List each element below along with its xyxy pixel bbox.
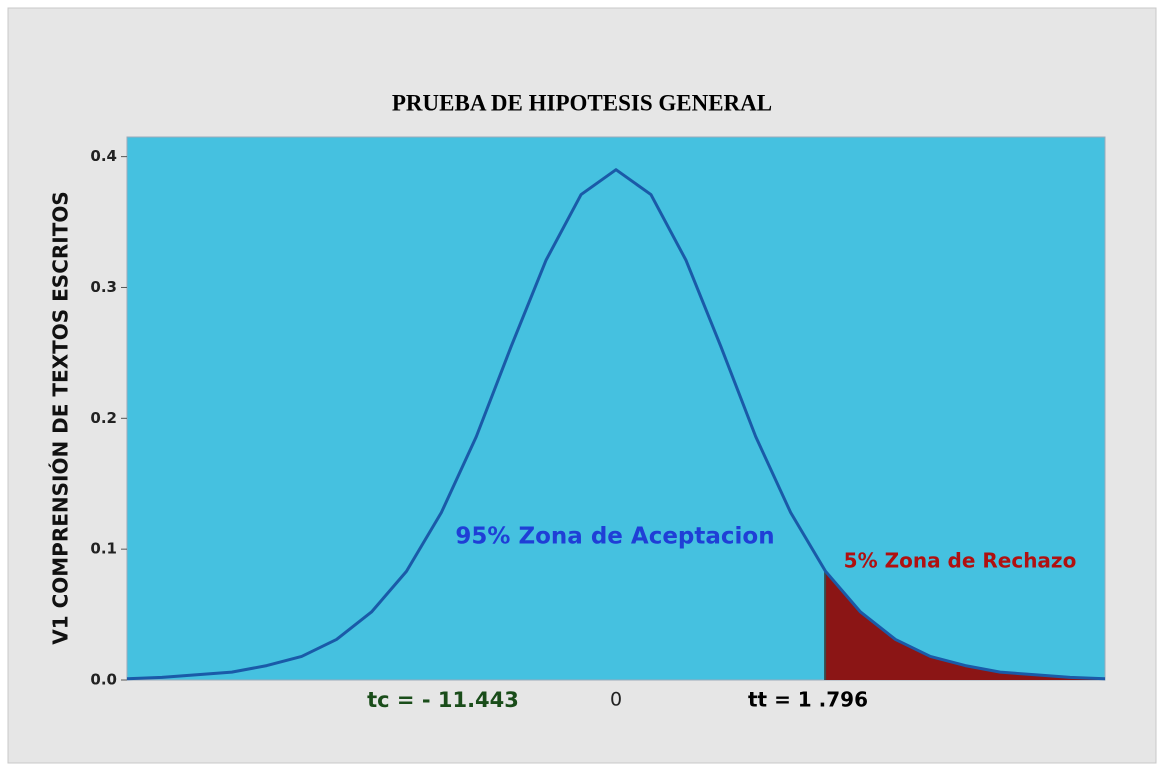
plot-area [126, 136, 1106, 681]
y-tick-label: 0.1 [90, 540, 117, 558]
annotation: 5% Zona de Rechazo [844, 549, 1077, 573]
y-tick-label: 0.3 [90, 278, 117, 296]
y-tick-label: 0.0 [90, 671, 117, 689]
y-axis-label: V1 COMPRENSIÓN DE TEXTOS ESCRITOS [49, 191, 73, 645]
x-tick-label: 0 [610, 689, 622, 711]
annotation: 95% Zona de Aceptacion [455, 524, 774, 550]
critical-label: tt = 1 .796 [748, 688, 868, 712]
y-tick-label: 0.4 [90, 147, 117, 165]
annotation: tc = - 11.443 [367, 688, 519, 712]
chart-title: PRUEBA DE HIPOTESIS GENERAL [392, 90, 772, 115]
density-curve [126, 168, 1106, 681]
rejection-region [825, 570, 1105, 680]
y-tick-label: 0.2 [90, 409, 117, 427]
